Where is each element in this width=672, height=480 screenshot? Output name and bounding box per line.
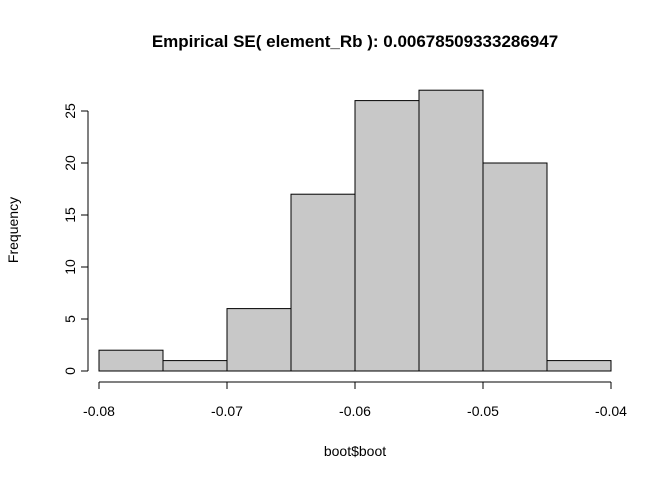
histogram-bar xyxy=(482,162,548,372)
x-axis: -0.08 -0.07 -0.06 -0.05 -0.04 xyxy=(83,381,627,419)
y-tick-label: 25 xyxy=(62,103,78,119)
x-tick-label: -0.06 xyxy=(339,403,371,419)
histogram-bar xyxy=(418,89,484,372)
histogram-bar xyxy=(354,100,420,372)
x-tick-label: -0.04 xyxy=(595,403,627,419)
histogram-bar xyxy=(98,349,164,372)
bars-group xyxy=(98,89,612,372)
x-axis-title: boot$boot xyxy=(324,443,386,459)
y-tick-label: 0 xyxy=(62,367,78,375)
x-tick-label: -0.08 xyxy=(83,403,115,419)
histogram-bar xyxy=(226,308,292,372)
y-axis: 0 5 10 15 20 25 xyxy=(62,103,89,375)
histogram-bar xyxy=(546,360,612,372)
x-tick-label: -0.07 xyxy=(211,403,243,419)
y-tick-label: 5 xyxy=(62,315,78,323)
histogram-bar xyxy=(162,360,228,372)
x-tick-label: -0.05 xyxy=(467,403,499,419)
y-tick-label: 10 xyxy=(62,259,78,275)
y-axis-title: Frequency xyxy=(5,197,21,263)
y-tick-label: 20 xyxy=(62,155,78,171)
chart-title: Empirical SE( element_Rb ): 0.0067850933… xyxy=(152,32,558,51)
histogram-bar xyxy=(290,193,356,372)
y-tick-label: 15 xyxy=(62,207,78,223)
